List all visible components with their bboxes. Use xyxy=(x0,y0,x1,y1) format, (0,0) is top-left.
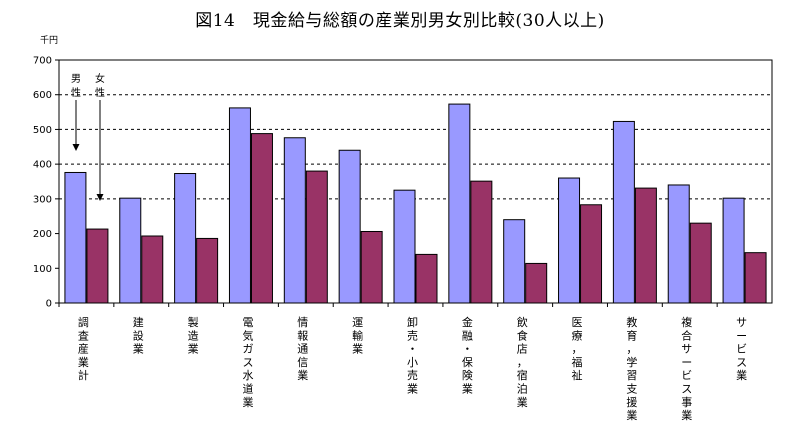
bar-female xyxy=(580,204,603,304)
bar-female xyxy=(689,222,712,304)
category-label: 調査産業計 xyxy=(78,315,89,382)
bar-male xyxy=(667,184,690,304)
y-tick-label: 200 xyxy=(33,229,52,240)
y-tick-label: 700 xyxy=(33,56,52,67)
bar-female xyxy=(360,230,383,304)
category-label: 医療，福祉 xyxy=(572,316,583,382)
bar-male xyxy=(393,189,416,304)
category-labels: 調査産業計 建設業 製造業 電気ガス水道業 情報通信業 運輸業 卸売・小売業 金融・保険業 飲食… xyxy=(78,315,747,422)
bar-female xyxy=(86,228,109,304)
bar-male xyxy=(612,120,635,304)
category-label: 情報通信業 xyxy=(297,316,308,382)
bar-female xyxy=(196,237,219,304)
category-label: 金融・保険業 xyxy=(462,315,473,396)
y-tick-label: 600 xyxy=(33,90,52,101)
bar-male xyxy=(119,197,142,304)
plot-frame xyxy=(58,59,773,304)
y-axis-ticks: 0 100 200 300 400 500 600 700 xyxy=(33,56,59,310)
y-tick-label: 500 xyxy=(33,125,52,136)
annotation-arrow-head xyxy=(72,144,80,151)
bar-female xyxy=(141,235,164,304)
y-axis-unit-label: 千円 xyxy=(40,36,59,46)
bar-male xyxy=(722,197,745,304)
bars xyxy=(58,103,767,307)
bar-female xyxy=(305,170,328,304)
female-annotation: 女性 xyxy=(95,72,105,99)
category-label: サービス業 xyxy=(736,316,747,382)
y-tick-label: 100 xyxy=(33,264,52,275)
chart-title: 図14 現金給与総額の産業別男女別比較(30人以上) xyxy=(195,11,605,31)
bar-female xyxy=(525,262,548,304)
bar-female xyxy=(744,252,767,304)
category-label: 電気ガス水道業 xyxy=(242,316,253,409)
bar-male xyxy=(64,171,87,304)
category-label: 運輸業 xyxy=(352,316,363,356)
bar-female xyxy=(470,180,493,304)
y-tick-label: 400 xyxy=(33,160,52,171)
bar-female xyxy=(250,133,273,304)
bar-male xyxy=(503,219,526,304)
y-tick-label: 0 xyxy=(46,299,52,310)
y-tick-label: 300 xyxy=(33,194,52,205)
category-label: 教育，学習支援業 xyxy=(626,316,637,422)
bar-male xyxy=(448,103,471,304)
male-annotation: 男性 xyxy=(71,73,81,99)
category-label: 製造業 xyxy=(188,315,199,356)
bar-male xyxy=(228,107,251,304)
category-label: 複合サービス事業 xyxy=(681,315,692,422)
bar-male xyxy=(338,149,361,304)
annotation-arrow-head xyxy=(96,194,104,201)
bar-female xyxy=(415,253,438,304)
category-label: 建設業 xyxy=(133,315,144,356)
category-label: 卸売・小売業 xyxy=(407,315,418,396)
bar-female xyxy=(634,187,657,304)
bar-male xyxy=(174,173,197,304)
category-label: 飲食店，宿泊業 xyxy=(517,315,528,409)
bar-male xyxy=(283,137,306,304)
bar-male xyxy=(558,177,581,304)
